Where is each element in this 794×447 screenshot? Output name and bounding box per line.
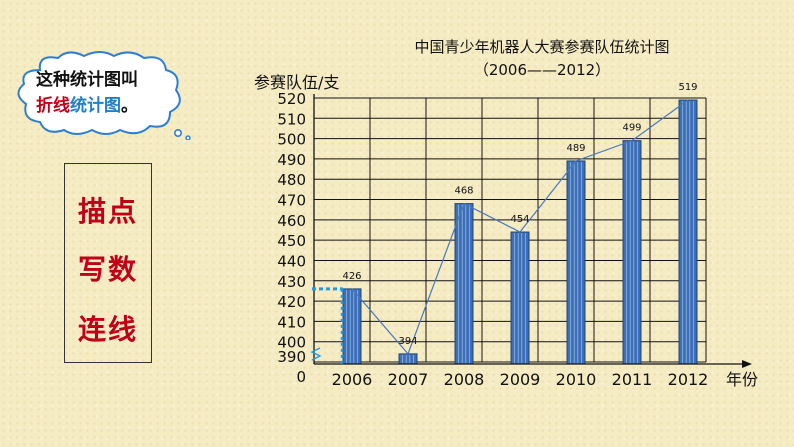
data-label-2012: 519 xyxy=(678,82,697,93)
y-tick-label: 480 xyxy=(277,171,306,189)
y-tick-label: 430 xyxy=(277,273,306,291)
bar-2006 xyxy=(342,288,362,365)
bubble-line-2: 折线统计图。 xyxy=(36,93,176,119)
y-tick-label: 440 xyxy=(277,252,306,270)
y-tick-label: 490 xyxy=(277,151,306,169)
step-plot-points: 描点 xyxy=(77,195,138,228)
bar-rect xyxy=(622,140,642,365)
y-tick-label: 390 xyxy=(277,348,306,366)
bar-2010 xyxy=(566,160,586,365)
bar-2008 xyxy=(454,203,474,365)
y-tick-label: 410 xyxy=(277,313,306,331)
axes xyxy=(310,94,752,368)
data-label-2010: 489 xyxy=(566,143,585,154)
x-tick-label-2009: 2009 xyxy=(500,370,541,389)
y-axis-label: 参赛队伍/支 xyxy=(254,73,339,92)
y-tick-label: 470 xyxy=(277,192,306,210)
chart-title: 中国青少年机器人大赛参赛队伍统计图 xyxy=(414,38,669,56)
y-tick-label: 0 xyxy=(296,368,306,386)
trend-polyline xyxy=(351,99,689,356)
x-tick-label-2006: 2006 xyxy=(332,370,373,389)
data-label-2011: 499 xyxy=(622,123,641,134)
bar-rect xyxy=(510,231,530,365)
bar-rect xyxy=(678,99,698,365)
axis-break-icon xyxy=(310,347,322,361)
bar-rect xyxy=(398,353,418,365)
x-tick-label-2010: 2010 xyxy=(556,370,597,389)
y-tick-label: 500 xyxy=(277,131,306,149)
x-tick-label-2011: 2011 xyxy=(612,370,653,389)
y-tick-label: 460 xyxy=(277,212,306,230)
bubble-keyword-line: 折线 xyxy=(36,96,70,116)
cloud-shape xyxy=(17,51,191,141)
bubble-line-1: 这种统计图叫 xyxy=(36,70,138,90)
x-axis-label: 年份 xyxy=(726,370,758,389)
trend-line xyxy=(312,99,689,364)
bar-2012 xyxy=(678,99,698,365)
y-tick-label: 420 xyxy=(277,293,306,311)
y-tick-label: 510 xyxy=(277,110,306,128)
bar-rect xyxy=(454,203,474,365)
bar-rect xyxy=(342,288,362,365)
y-tick-label: 450 xyxy=(277,232,306,250)
grid xyxy=(313,97,707,363)
bars xyxy=(342,99,698,365)
bar-rect xyxy=(566,160,586,365)
bubble-keyword-chart: 统计图 xyxy=(70,96,121,116)
chart-subtitle: （2006——2012） xyxy=(474,61,610,79)
x-tick-label-2008: 2008 xyxy=(444,370,485,389)
y-tick-label: 400 xyxy=(277,334,306,352)
data-label-2009: 454 xyxy=(510,214,529,225)
bar-2007 xyxy=(398,353,418,365)
data-label-2006: 426 xyxy=(342,271,361,282)
y-tick-label: 520 xyxy=(277,90,306,108)
steps-box: 描点 写数 连线 xyxy=(64,163,152,363)
x-tick-label-2007: 2007 xyxy=(388,370,429,389)
thought-bubble xyxy=(10,50,200,144)
x-tick-label-2012: 2012 xyxy=(668,370,709,389)
bar-2011 xyxy=(622,140,642,365)
data-label-2007: 394 xyxy=(398,336,417,347)
step-write-numbers: 写数 xyxy=(77,253,138,286)
bubble-text: 这种统计图叫 折线统计图。 xyxy=(36,67,176,119)
step-connect-lines: 连线 xyxy=(77,313,138,346)
x-axis-arrow-icon xyxy=(742,360,752,368)
data-label-2008: 468 xyxy=(454,186,473,197)
bar-2009 xyxy=(510,231,530,365)
bubble-period: 。 xyxy=(121,96,138,116)
